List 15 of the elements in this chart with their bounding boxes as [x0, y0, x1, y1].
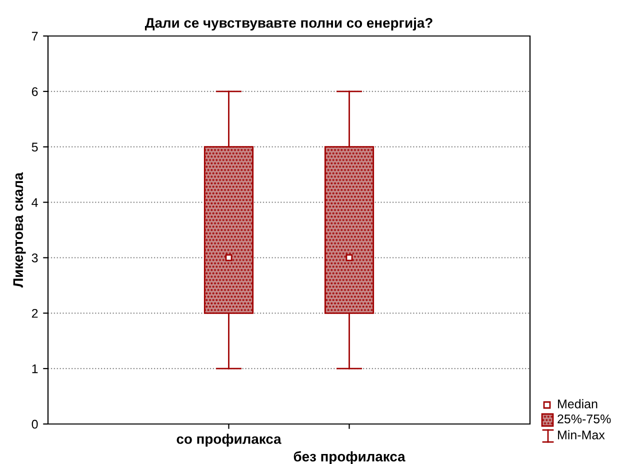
y-tick-label: 1: [32, 364, 38, 374]
y-axis-title: Ликертова скала: [13, 172, 26, 288]
x-tick-label: со профилакса: [176, 434, 282, 447]
text: Median: [558, 399, 598, 408]
y-tick-label: 0: [32, 420, 38, 429]
y-tick-label: 7: [32, 32, 38, 41]
y-tick-label: 4: [32, 198, 38, 207]
y-tick-label: 3: [32, 254, 38, 262]
y-tick-label: 5: [32, 142, 38, 152]
text: Min-Max: [558, 430, 605, 440]
x-tick-label: без профилакса: [294, 451, 406, 464]
text: 25%-75%: [558, 414, 611, 424]
y-tick-label: 2: [32, 308, 38, 318]
chart-title: Дали се чувствувавте полни со енергија?: [144, 18, 432, 31]
y-tick-label: 6: [32, 87, 38, 96]
